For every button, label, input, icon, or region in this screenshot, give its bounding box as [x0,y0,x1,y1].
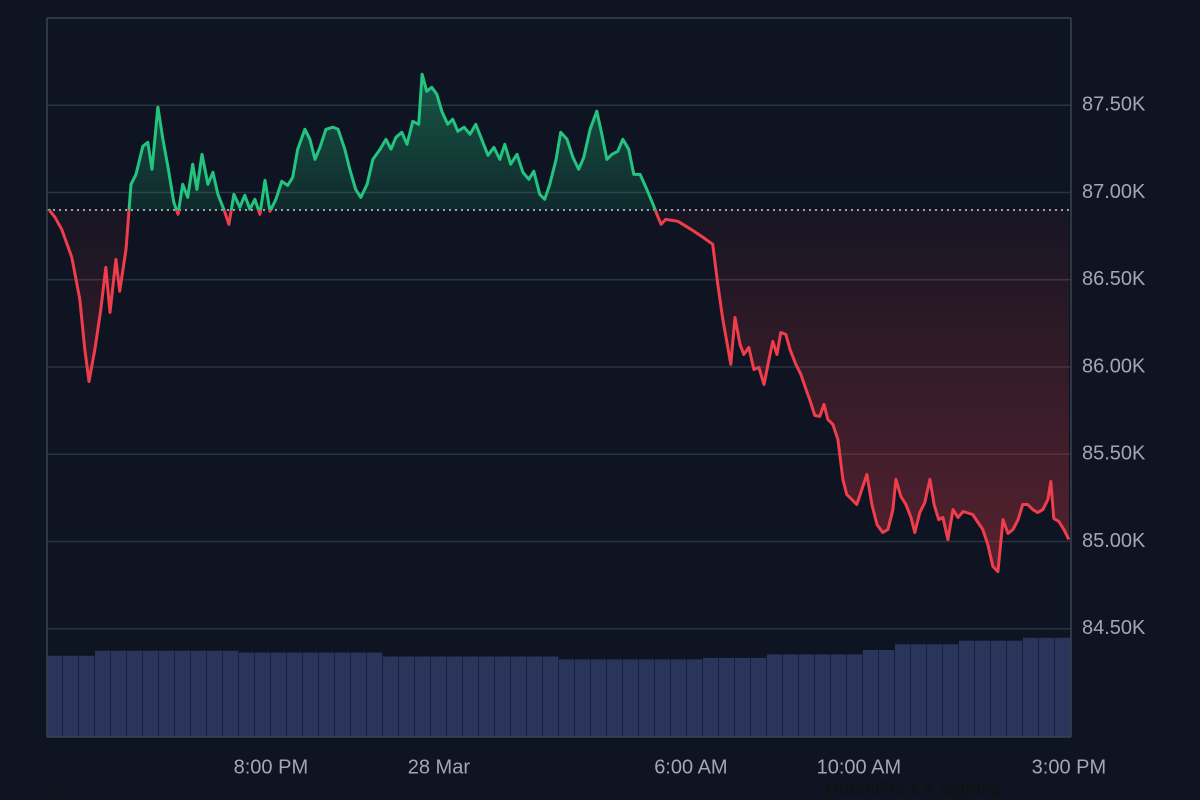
volume-bar [287,652,303,737]
volume-bar [911,644,927,737]
volume-bar [271,652,287,737]
volume-bar [367,652,383,737]
volume-bar [815,654,831,737]
volume-bar [847,654,863,737]
volume-bar [703,657,719,737]
volume-bar [207,650,223,737]
price-area [48,74,1069,572]
y-tick-label: 87.50K [1082,94,1146,116]
volume-bar [399,656,415,737]
volume-bar [63,655,79,737]
annotation: 5 [50,778,61,800]
volume-bar [303,652,319,737]
volume-bar [95,650,111,737]
volume-bar [975,640,991,737]
volume-bar [495,656,511,737]
volume-bar [1039,637,1055,737]
volume-bar [543,656,559,737]
volume-bar [559,659,575,737]
y-tick-label: 86.00K [1082,355,1146,377]
x-tick-label: 3:00 PM [1032,756,1106,778]
volume-bar [447,656,463,737]
price-line [47,72,1071,574]
volume-bar [687,659,703,737]
volume-bar [751,657,767,737]
volume-bar [415,656,431,737]
volume-bar [799,654,815,737]
volume-bar [607,659,623,737]
x-tick-label: 8:00 PM [234,756,308,778]
volume-bar [959,640,975,737]
volume-bar [511,656,527,737]
volume-bar [863,650,879,737]
volume-bar [639,659,655,737]
volume-bar [735,657,751,737]
x-tick-label: 28 Mar [408,756,471,778]
volume-bar [655,659,671,737]
volume-bar [1055,637,1071,737]
x-tick-label: 6:00 AM [654,756,727,778]
volume-bar [191,650,207,737]
volume-bar [943,644,959,737]
labels: 84.50K 85.00K 85.50K 86.00K 86.50K 87.00K 87.5… [234,94,1146,779]
volume-bar [79,655,95,737]
volume-bar [431,656,447,737]
volume-bar [239,652,255,737]
x-tick-label: 10:00 AM [817,756,902,778]
volume-bar [223,650,239,737]
volume-bar [1007,640,1023,737]
annotation: BlackRock's signific... [826,778,1018,800]
volume-bar [127,650,143,737]
volume-bar [623,659,639,737]
volume-bar [575,659,591,737]
volume-bar [479,656,495,737]
y-tick-label: 86.50K [1082,268,1146,290]
volume-bar [351,652,367,737]
volume-bar [591,659,607,737]
volume-bar [879,650,895,737]
volume-bar [111,650,127,737]
volume-bar [783,654,799,737]
volume-bar [463,656,479,737]
y-tick-label: 87.00K [1082,181,1146,203]
y-tick-label: 85.50K [1082,443,1146,465]
volume-bars [47,637,1071,737]
volume-bar [927,644,943,737]
volume-bar [719,657,735,737]
y-tick-label: 85.00K [1082,530,1146,552]
volume-bar [255,652,271,737]
price-line [47,72,1071,574]
volume-bar [1023,637,1039,737]
y-tick-label: 84.50K [1082,617,1146,639]
volume-bar [383,656,399,737]
volume-bar [767,654,783,737]
volume-bar [895,644,911,737]
volume-bar [143,650,159,737]
volume-bar [831,654,847,737]
volume-bar [159,650,175,737]
volume-bar [47,655,63,737]
volume-bar [527,656,543,737]
volume-bar [175,650,191,737]
volume-bar [991,640,1007,737]
volume-bar [335,652,351,737]
volume-bar [671,659,687,737]
volume-bar [319,652,335,737]
